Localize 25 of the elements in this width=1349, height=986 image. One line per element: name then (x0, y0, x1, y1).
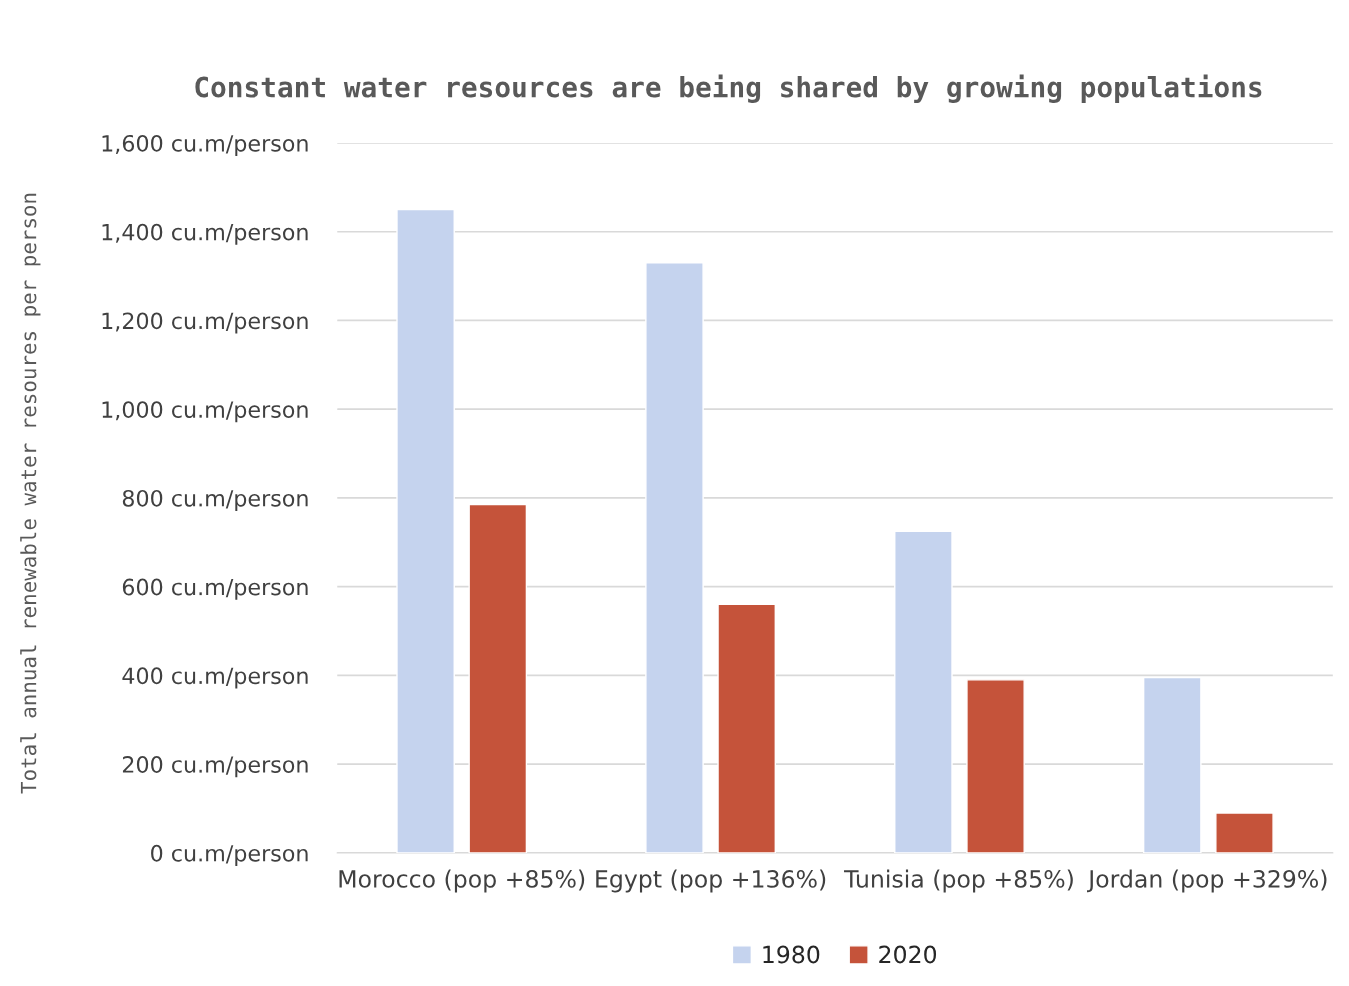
x-tick-label: Egypt (pop +136%) (596, 869, 826, 893)
bar (1215, 812, 1274, 853)
x-tick-label: Morocco (pop +85%) (339, 869, 585, 893)
x-tick-label: Tunisia (pop +85%) (844, 869, 1073, 893)
y-tick-label: 200 cu.m/person (122, 756, 308, 778)
y-tick-label: 1,000 cu.m/person (102, 401, 308, 423)
bar (966, 679, 1025, 853)
y-tick-label: 1,400 cu.m/person (102, 223, 308, 245)
y-tick-label: 0 cu.m/person (151, 844, 308, 866)
y-axis-title: Total annual renewable water resoures per person (20, 193, 41, 794)
bar (894, 530, 953, 853)
y-tick-label: 800 cu.m/person (122, 489, 308, 511)
x-tick-label: Jordan (pop +329%) (1087, 869, 1327, 893)
y-tick-label: 1,600 cu.m/person (102, 134, 308, 157)
legend-label: 1980 (763, 945, 820, 964)
legend-label: 2020 (879, 945, 937, 964)
bar (468, 503, 528, 853)
bar (645, 262, 704, 853)
y-tick-label: 400 cu.m/person (122, 667, 308, 689)
bar (717, 603, 776, 853)
bar (1142, 676, 1202, 853)
bar (396, 208, 455, 853)
y-tick-label: 600 cu.m/person (122, 578, 308, 600)
chart-title: Constant water resources are being shared by growing populations (195, 74, 1262, 103)
y-tick-label: 1,200 cu.m/person (102, 312, 308, 334)
